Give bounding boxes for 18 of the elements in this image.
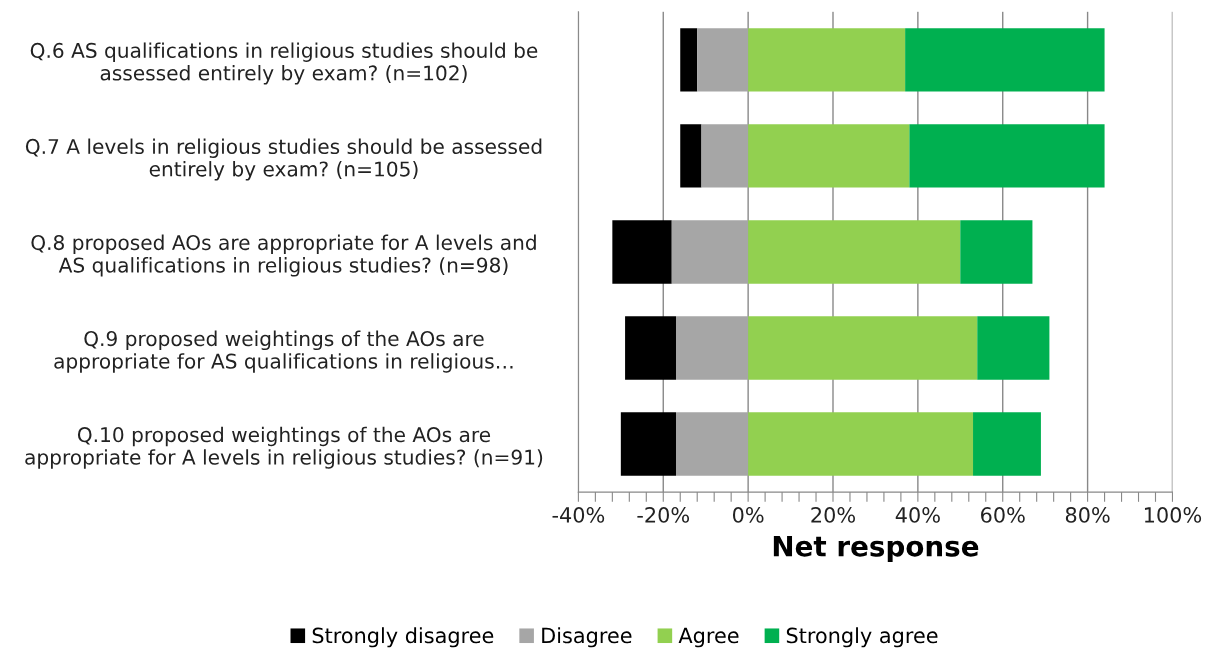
legend-label: Strongly agree [786, 627, 938, 648]
x-tick-label: 0% [732, 507, 764, 523]
x-axis-title: Net response [773, 536, 979, 563]
y-tick-label: Q.8 proposed AOs are appropriate for A levels and AS qualifications in religious studies? (n=98) [31, 234, 536, 277]
x-tick-label: 100% [1144, 507, 1202, 523]
x-tick-label: 80% [1065, 507, 1110, 523]
y-tick-label: Q.7 A levels in religious studies should be assessed entirely by exam? (n=105) [25, 138, 542, 181]
x-tick-label: 40% [895, 507, 940, 523]
legend-label: Disagree [542, 627, 632, 648]
y-tick-label: Q.10 proposed weightings of the AOs are appropriate for A levels in religious studies? (n=91) [25, 426, 543, 469]
legend-label: Agree [678, 627, 739, 648]
x-tick-label: -20% [637, 507, 690, 523]
legend-label: Strongly disagree [312, 627, 494, 648]
x-tick-label: -40% [552, 507, 605, 523]
x-tick-label: 60% [981, 507, 1025, 523]
x-tick-label: 20% [811, 507, 855, 523]
y-tick-label: Q.9 proposed weightings of the AOs are appropriate for AS qualifications in religious… [54, 330, 513, 373]
y-tick-label: Q.6 AS qualifications in religious studies should be assessed entirely by exam? (n=102) [30, 42, 538, 85]
